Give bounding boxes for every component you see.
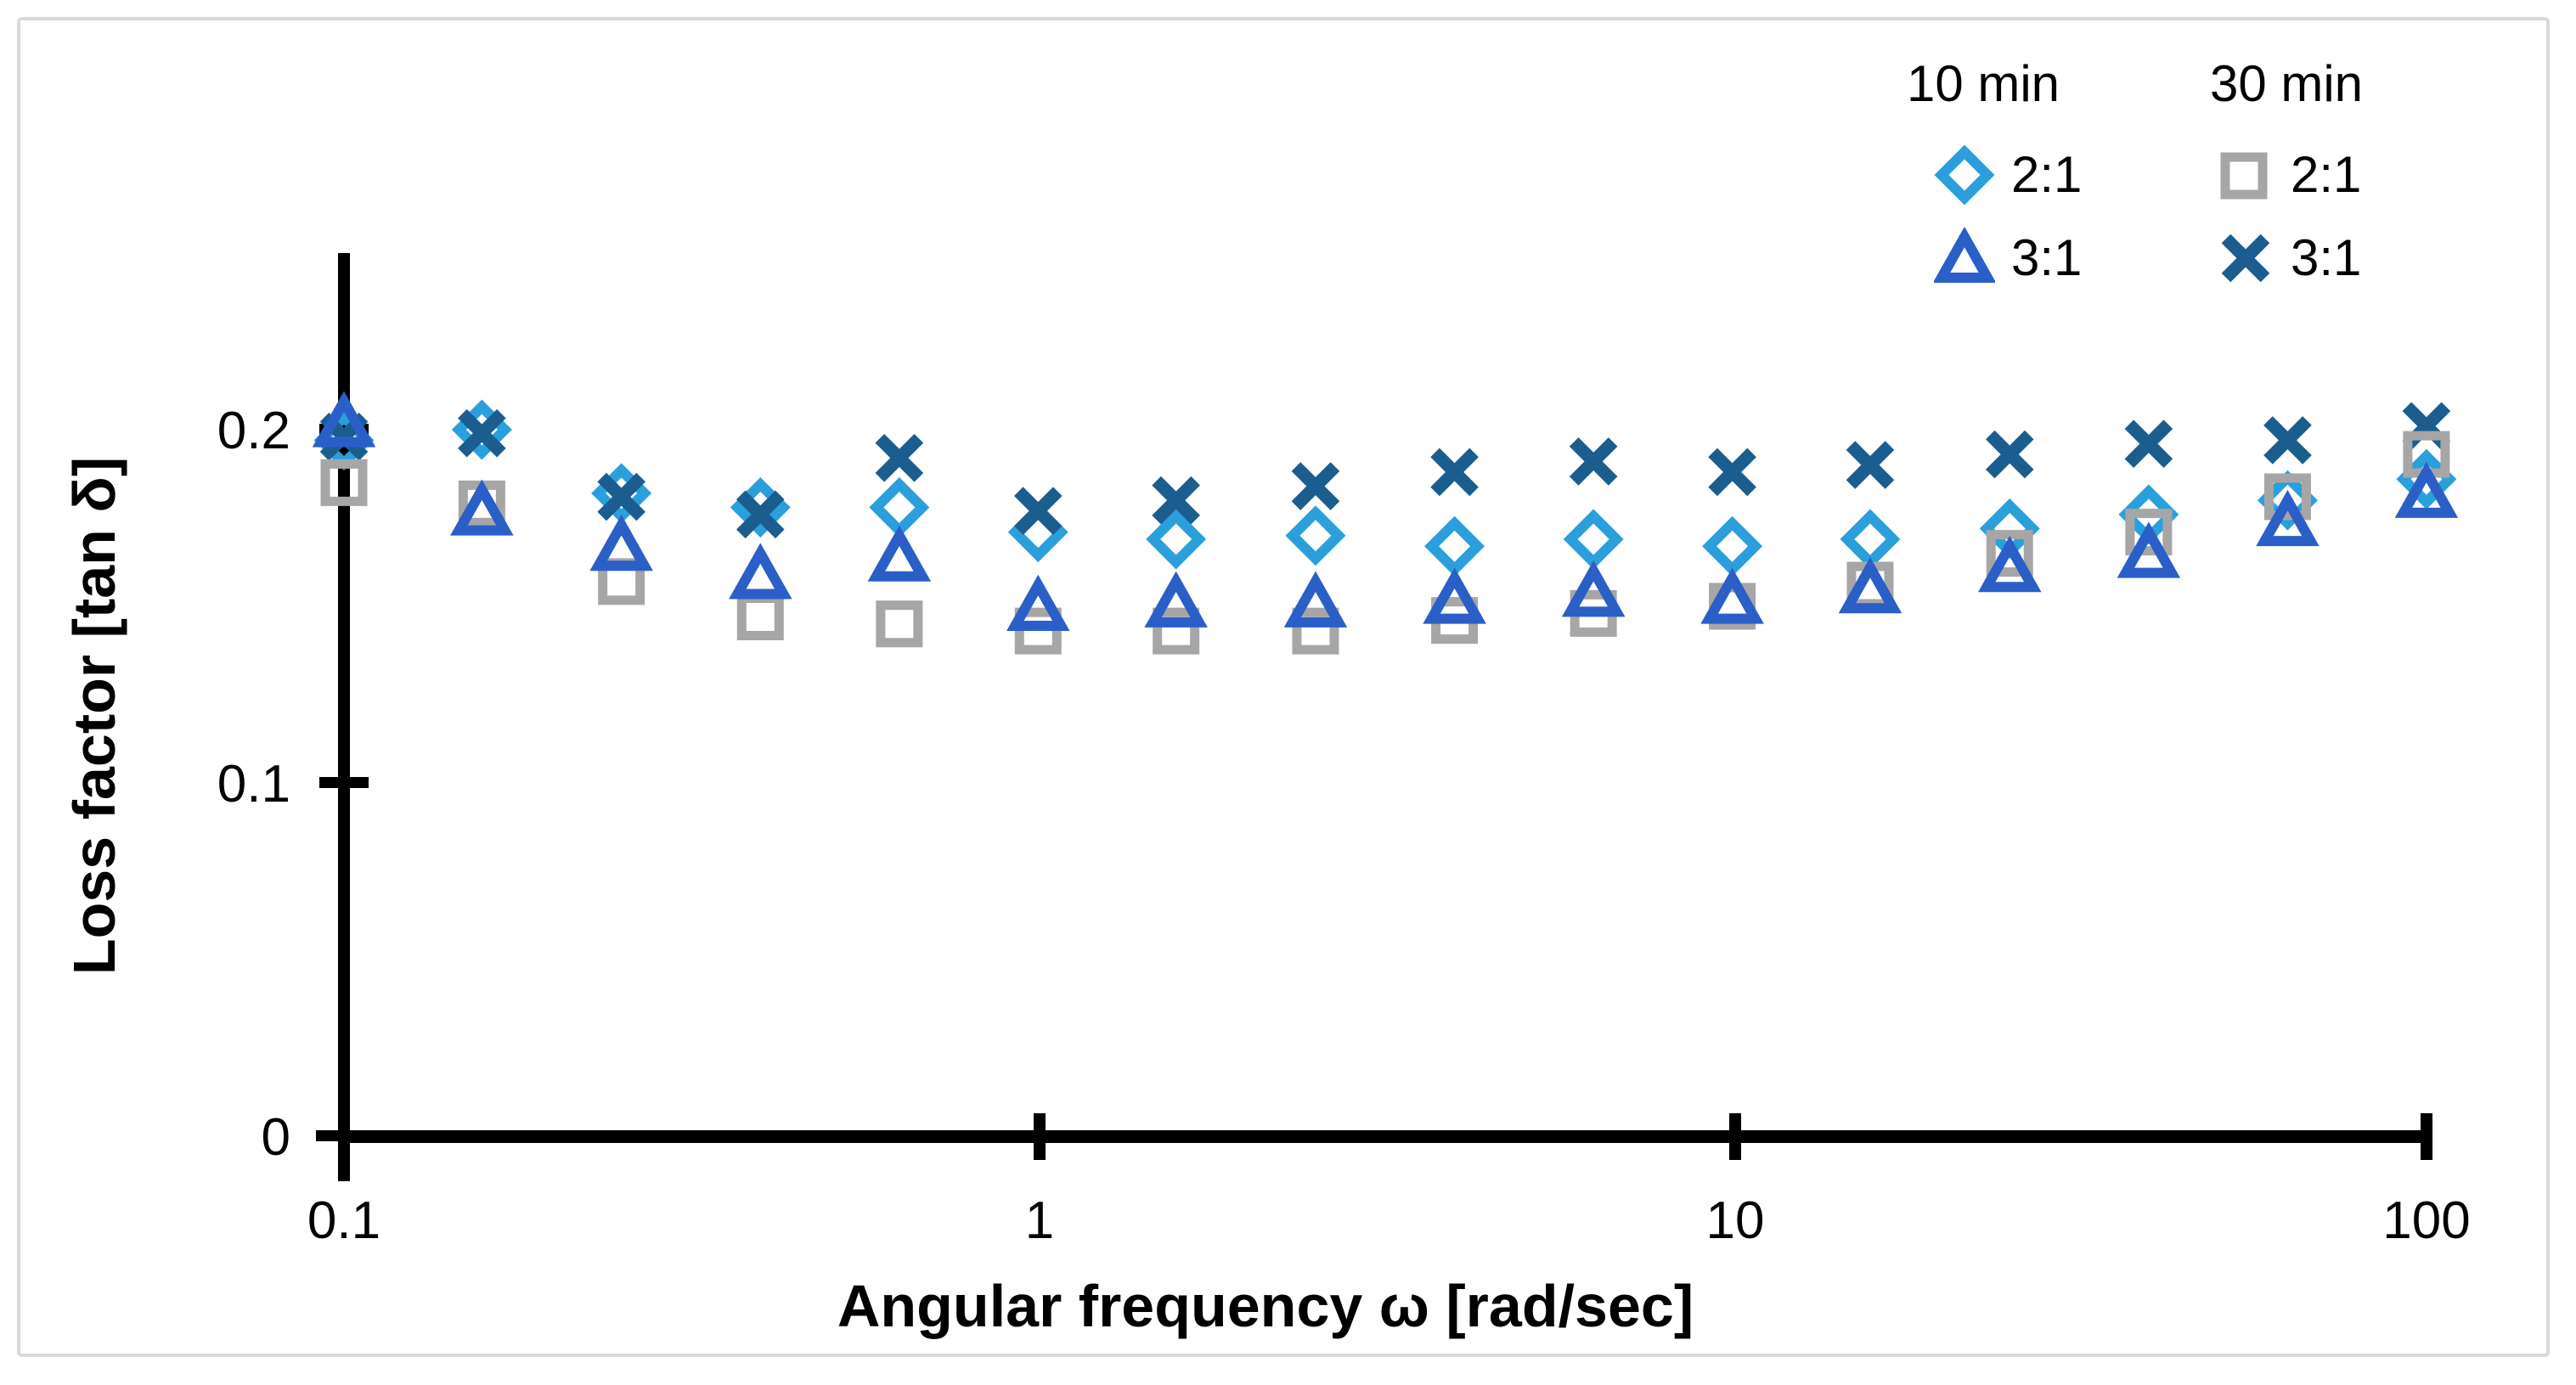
triangle-marker <box>729 543 792 600</box>
x-marker <box>1846 441 1895 489</box>
x-marker <box>2221 234 2270 283</box>
triangle-marker <box>867 525 932 582</box>
chart-card-border <box>17 17 2550 1357</box>
x-marker <box>875 433 924 482</box>
x-marker <box>1430 448 1479 497</box>
square-marker <box>1570 589 1617 637</box>
diamond-marker <box>1285 505 1346 566</box>
x-tick-0p1 <box>338 1143 350 1181</box>
triangle-marker <box>1700 567 1764 624</box>
series-10min-3-1 <box>312 391 2459 631</box>
x-axis <box>338 1113 2432 1181</box>
triangle-marker <box>1934 228 1995 283</box>
x-tick-label-100: 100 <box>2382 1191 2470 1250</box>
square-marker <box>736 593 784 640</box>
x-tick-10 <box>1729 1113 1741 1160</box>
legend-marker-x-icon <box>2221 234 2270 283</box>
diamond-marker <box>1146 509 1207 570</box>
x-marker <box>2124 419 2173 468</box>
x-marker <box>736 490 785 539</box>
x-marker <box>1152 476 1200 525</box>
triangle-marker <box>450 479 514 536</box>
square-marker <box>2403 431 2450 478</box>
y-tick-label-0.1: 0.1 <box>217 755 290 814</box>
x-marker <box>2263 416 2312 464</box>
x-axis-title: Angular frequency ω [rad/sec] <box>837 1273 1694 1339</box>
triangle-marker <box>312 391 376 448</box>
x-marker <box>458 408 506 458</box>
triangle-marker <box>2117 521 2181 578</box>
legend-marker-triangle-icon <box>1934 228 1995 283</box>
x-marker <box>1985 430 2034 479</box>
legend-label-10min-3-1: 3:1 <box>2011 229 2083 286</box>
x-tick-1 <box>1034 1113 1046 1160</box>
legend-header-30min: 30 min <box>2209 55 2364 112</box>
x-tick-label-10: 10 <box>1706 1191 1765 1250</box>
series-30min-3-1 <box>319 402 2451 539</box>
y-tick-label-0: 0 <box>262 1108 290 1167</box>
triangle-marker <box>589 515 653 571</box>
triangle-marker <box>1423 567 1486 624</box>
triangle-marker <box>1838 556 1902 614</box>
x-marker <box>1013 487 1063 535</box>
series-30min-2-1 <box>320 431 2450 655</box>
x-marker <box>1708 448 1756 497</box>
x-axis-line <box>338 1130 2432 1143</box>
diamond-marker <box>1702 515 1763 577</box>
square-marker <box>2125 509 2173 556</box>
y-axis-line <box>338 253 350 1143</box>
square-marker <box>2220 152 2268 200</box>
diamond-marker <box>1934 144 1995 205</box>
x-tick-label-1: 1 <box>1025 1191 1054 1250</box>
square-marker <box>1431 597 1479 645</box>
x-marker <box>1569 437 1618 486</box>
legend-header-10min: 10 min <box>1906 55 2060 112</box>
square-marker <box>320 459 368 506</box>
x-tick-100 <box>2421 1113 2432 1160</box>
x-marker <box>1291 462 1340 510</box>
triangle-marker <box>2394 461 2459 518</box>
y-tick-0p1 <box>319 777 369 788</box>
triangle-marker <box>1561 560 1626 617</box>
square-marker <box>1153 607 1200 655</box>
y-axis-title: Loss factor [tan δ] <box>61 457 127 975</box>
triangle-marker <box>2256 489 2320 547</box>
legend-label-30min-2-1: 2:1 <box>2291 146 2362 203</box>
triangle-marker <box>1283 571 1348 628</box>
legend-label-10min-2-1: 2:1 <box>2011 146 2083 203</box>
square-marker <box>2263 473 2311 521</box>
diamond-marker <box>869 477 930 538</box>
square-marker <box>876 600 923 648</box>
triangle-marker <box>1006 574 1070 631</box>
legend-label-30min-3-1: 3:1 <box>2291 229 2362 286</box>
square-marker <box>1292 607 1339 655</box>
triangle-marker <box>1977 536 2042 593</box>
legend-marker-square-icon <box>2220 152 2268 200</box>
square-marker <box>1014 607 1062 655</box>
diamond-marker <box>1840 509 1901 570</box>
diamond-marker <box>1424 515 1485 577</box>
y-axis <box>316 253 369 1143</box>
y-tick-label-0.2: 0.2 <box>217 402 290 460</box>
legend-marker-diamond-icon <box>1934 144 1995 205</box>
y-tick-0 <box>316 1130 340 1141</box>
plot-markers <box>312 391 2459 655</box>
diamond-marker <box>1563 509 1624 570</box>
x-tick-label-0.1: 0.1 <box>307 1191 380 1250</box>
triangle-marker <box>1144 571 1208 628</box>
x-marker <box>597 472 645 521</box>
